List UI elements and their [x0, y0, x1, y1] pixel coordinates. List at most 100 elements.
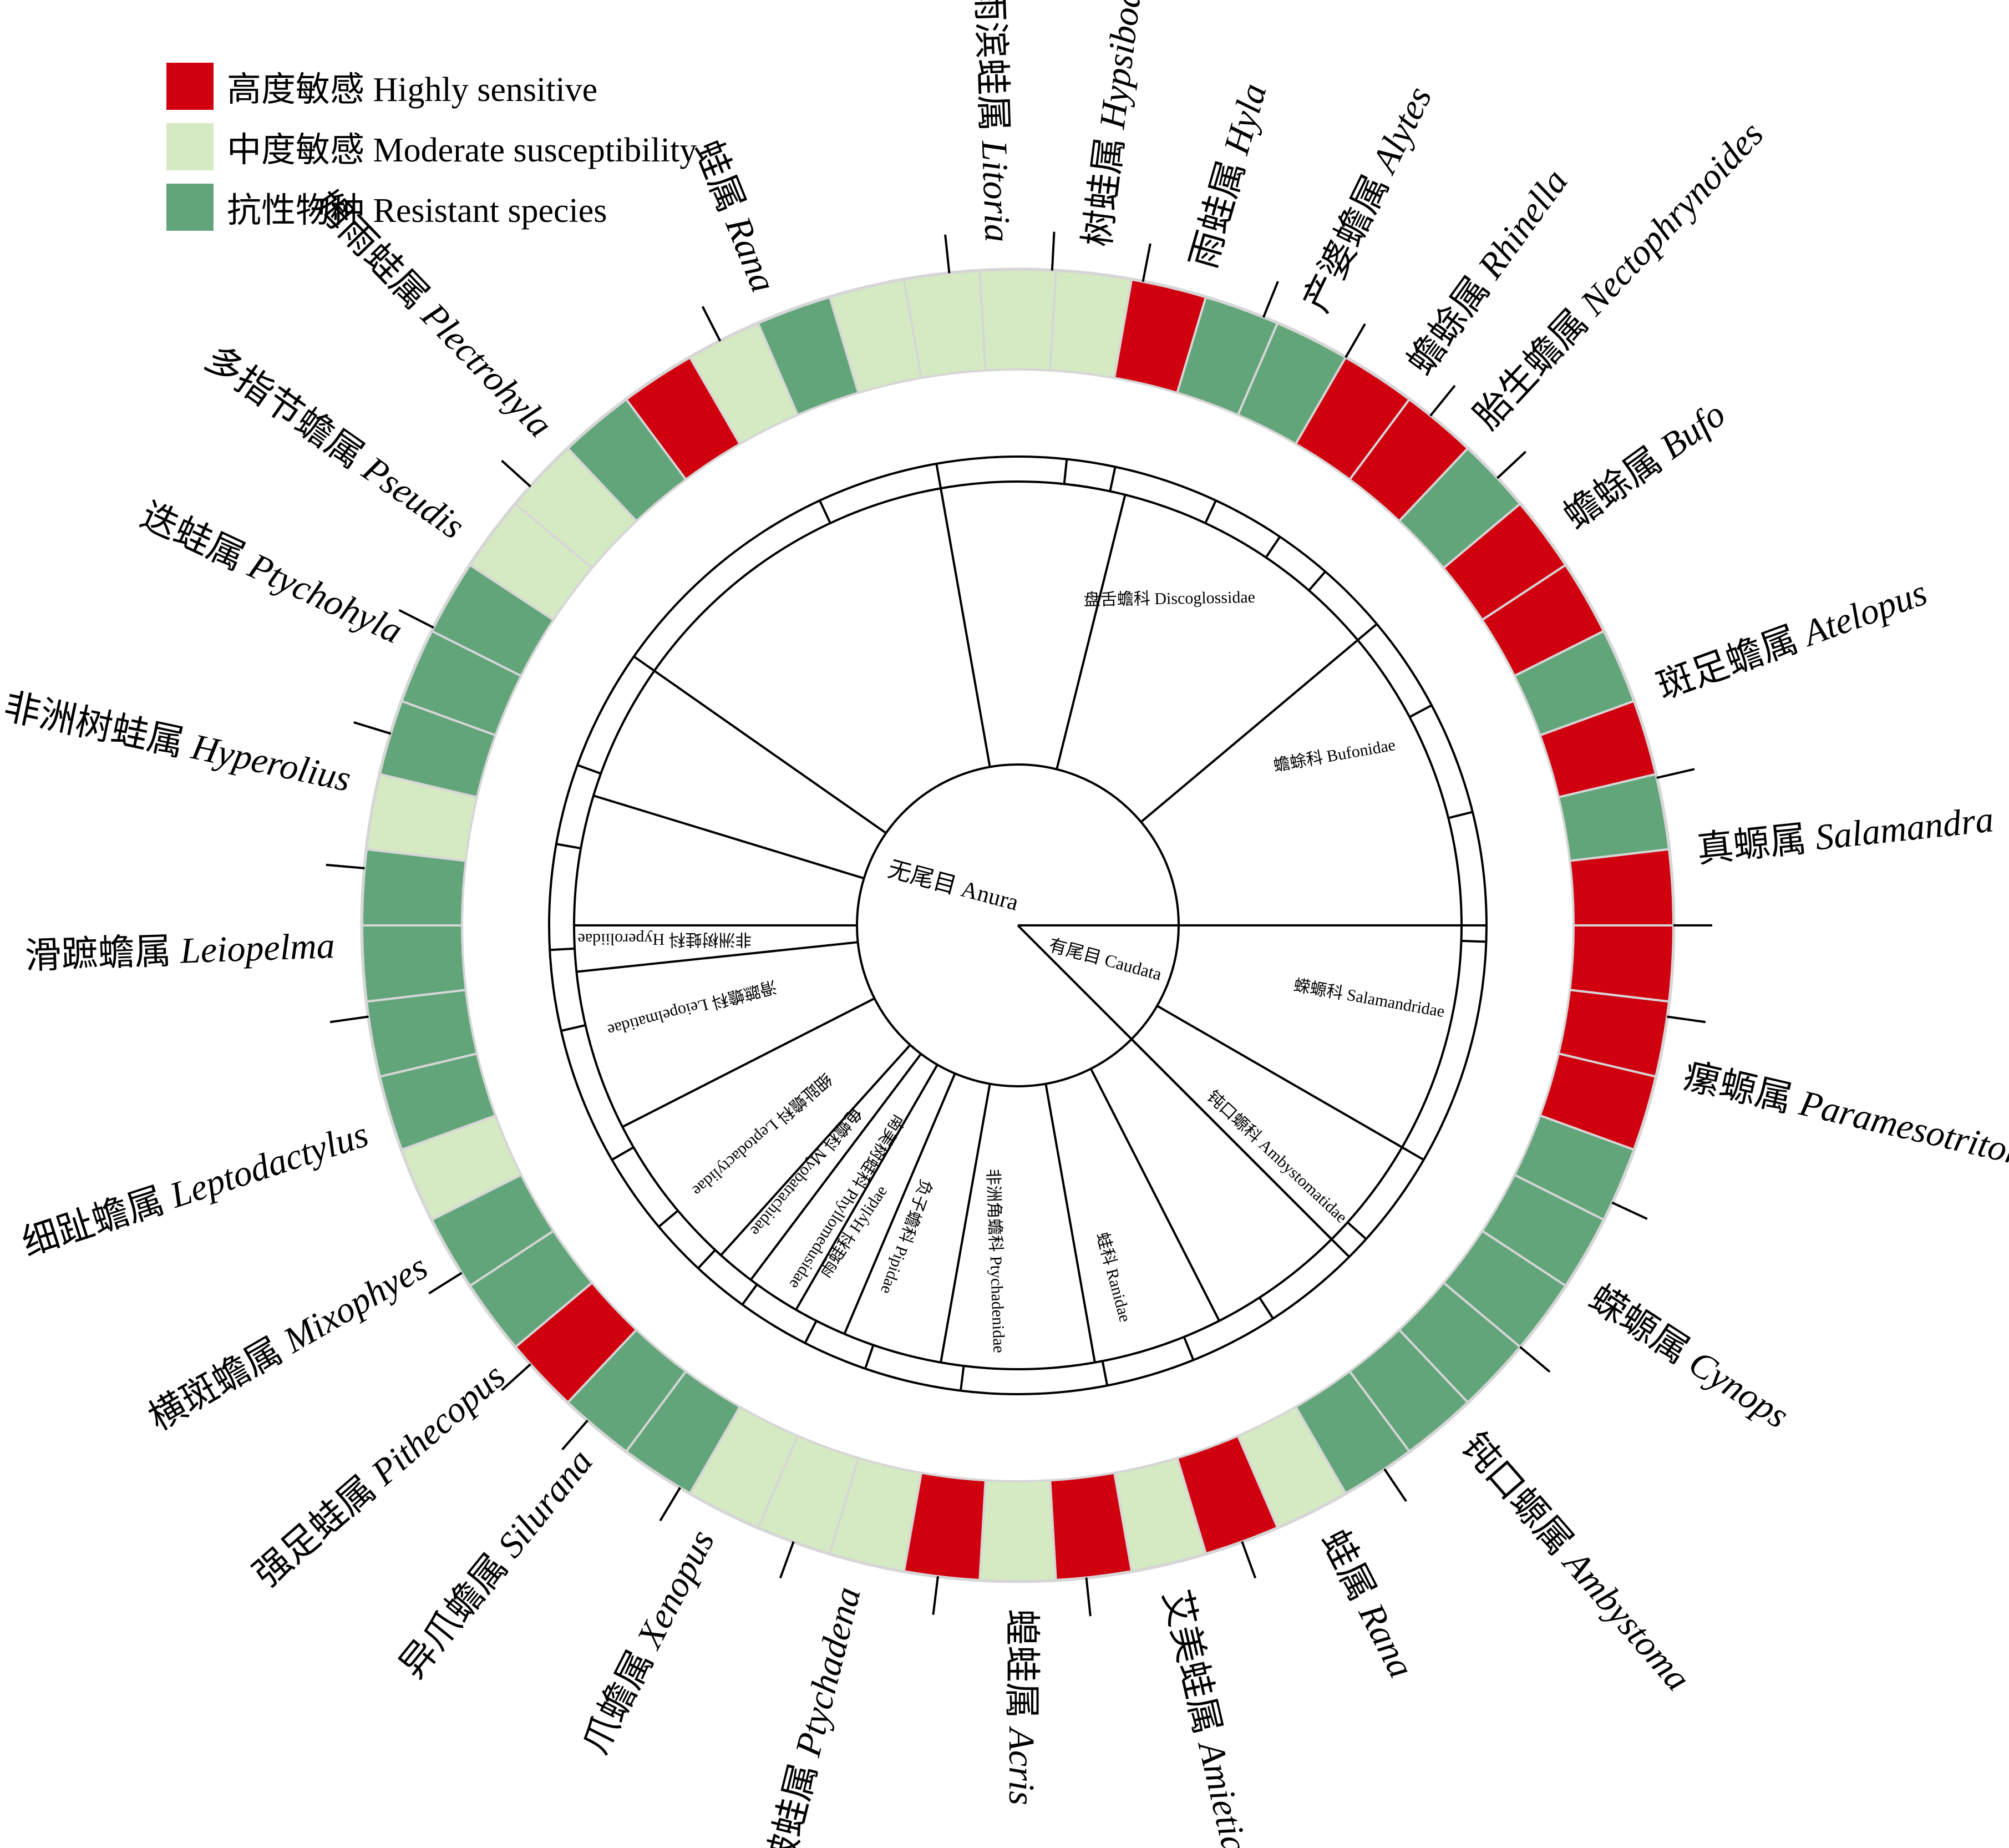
legend-item-highly-sensitive: 高度敏感 Highly sensitive: [166, 61, 697, 111]
legend-swatch-green: [166, 183, 214, 231]
genus-tick: [1085, 1577, 1092, 1617]
genus-label: 异爪蟾属 Silurana: [392, 1441, 601, 1686]
ring-sector: [828, 1456, 923, 1573]
genus-tick: [1429, 384, 1456, 417]
legend: 高度敏感 Highly sensitive 中度敏感 Moderate susc…: [166, 61, 697, 242]
genus-separator: [1259, 1297, 1274, 1319]
family-separator: [749, 1053, 922, 1281]
ring-sector: [757, 1434, 860, 1555]
genus-label: 皱蛙属 Ptychadena: [759, 1583, 869, 1848]
genus-separator: [1308, 570, 1326, 591]
family-label: 滑蹠蟾科 Leiopelmatidae: [606, 977, 779, 1040]
ring-sector: [1175, 296, 1279, 417]
tree-lines: [1017, 924, 1487, 1258]
ring-sector: [1557, 989, 1671, 1078]
ring-sector: [361, 924, 467, 1003]
ring-sector: [1113, 278, 1208, 394]
genus-label: 强足蛙属 Pithecopus: [246, 1356, 513, 1596]
ring-sector: [1294, 356, 1411, 482]
legend-swatch-light-green: [166, 123, 214, 170]
genus-tick: [1656, 768, 1695, 779]
genus-separator: [611, 1146, 635, 1161]
genus-label: 蟾蜍属 Bufo: [1557, 394, 1733, 537]
family-label: 盘舌蟾科 Discoglossidae: [1084, 588, 1256, 609]
ring-sector: [1348, 1328, 1469, 1453]
genus-tick: [1262, 281, 1279, 318]
family-separator: [940, 1084, 991, 1363]
ring-sector: [1397, 1281, 1522, 1404]
genus-separator: [550, 947, 575, 951]
genus-label: 细趾蟾属 Leptodactylus: [17, 1114, 373, 1264]
family-separator: [1056, 494, 1127, 770]
ring-sector: [902, 1471, 987, 1582]
genus-label: 钝口螈属 Ambystoma: [1454, 1426, 1698, 1699]
ring-sector: [400, 1114, 523, 1222]
ring-sector: [1236, 322, 1347, 445]
genus-separator: [741, 1284, 758, 1305]
legend-item-moderate: 中度敏感 Moderate susceptibility: [166, 121, 697, 171]
ring-sector: [1397, 447, 1522, 570]
legend-label: 高度敏感 Highly sensitive: [227, 71, 598, 109]
genus-separator: [1183, 1336, 1195, 1361]
genus-separator: [658, 1209, 679, 1228]
ring-sector: [1442, 1229, 1567, 1349]
genus-label: 真螈属 Salamandra: [1695, 799, 1996, 870]
genus-tick: [659, 1487, 681, 1522]
genus-separator: [697, 1249, 716, 1269]
genus-label: 瘰螈属 Paramesotriton: [1680, 1056, 2009, 1174]
ring-sector: [468, 1229, 594, 1349]
family-label: 钝口螈科 Ambystomatidae: [1204, 1087, 1351, 1227]
ring-sector: [378, 1052, 497, 1151]
family-separator: [843, 1073, 956, 1335]
genus-separator: [1063, 459, 1068, 484]
genus-label: 多指节蟾属 Pseudis: [197, 338, 471, 547]
family-label: 蛙科 Ranidae: [1093, 1231, 1134, 1324]
genus-separator: [556, 843, 581, 850]
genus-separator: [1448, 811, 1473, 819]
genus-label: 蝗蛙属 Acris: [1001, 1609, 1042, 1805]
genus-tick: [501, 1363, 531, 1391]
family-separator: [622, 997, 875, 1128]
genus-separator: [864, 1344, 875, 1369]
genus-tick: [353, 721, 392, 735]
genus-label: 横斑蟾属 Mixophyes: [142, 1247, 434, 1439]
genus-tick: [779, 1541, 795, 1579]
legend-label: 中度敏感 Moderate susceptibility: [227, 131, 697, 169]
family-separator: [653, 670, 887, 834]
ring-sector: [1175, 1434, 1279, 1555]
genus-label: 蛙属 Rana: [687, 135, 784, 298]
genus-separator: [1101, 1360, 1109, 1386]
caudata-label: 有尾目 Caudata: [1047, 935, 1164, 984]
center-labels: 无尾目 Anura 有尾目 Caudata: [885, 857, 1164, 984]
genus-tick: [1241, 1541, 1257, 1579]
ring-sector: [978, 1479, 1057, 1582]
genus-tick: [932, 1576, 939, 1615]
genus-tick: [1667, 1015, 1706, 1024]
genus-label: 斑足蟾属 Atelopus: [1652, 572, 1932, 707]
genus-separator: [561, 1024, 586, 1032]
genus-label: 姆雨蛙属 Plectrohyla: [305, 184, 560, 445]
genus-label: 雨蛙属 Hyla: [1183, 79, 1275, 273]
genus-separator: [1347, 1221, 1367, 1240]
ring-sector: [1513, 629, 1636, 737]
genus-separator: [1357, 623, 1378, 641]
genus-separator: [1401, 1146, 1424, 1161]
ring-sector: [361, 848, 467, 926]
genus-separator: [1109, 467, 1117, 492]
genus-label: 迭蛙属 Ptychohyla: [134, 495, 408, 651]
genus-separator: [1204, 500, 1217, 524]
legend-item-resistant: 抗性物种 Resistant species: [166, 182, 697, 232]
genus-tick: [561, 1419, 589, 1451]
ring-sector: [1569, 924, 1675, 1003]
family-separator: [940, 488, 991, 767]
family-separator: [795, 1064, 938, 1310]
genus-tick: [398, 609, 434, 629]
genus-label: 艾美蛙属 Amietia: [1155, 1586, 1255, 1848]
genus-separator: [960, 1365, 965, 1391]
genus-separator: [633, 655, 655, 672]
family-label: 细趾蟾科 Leptodactylidae: [689, 1069, 835, 1199]
family-separator: [720, 1044, 911, 1256]
genus-label: 爪蟾属 Xenopus: [575, 1523, 723, 1760]
family-separator: [576, 941, 858, 973]
